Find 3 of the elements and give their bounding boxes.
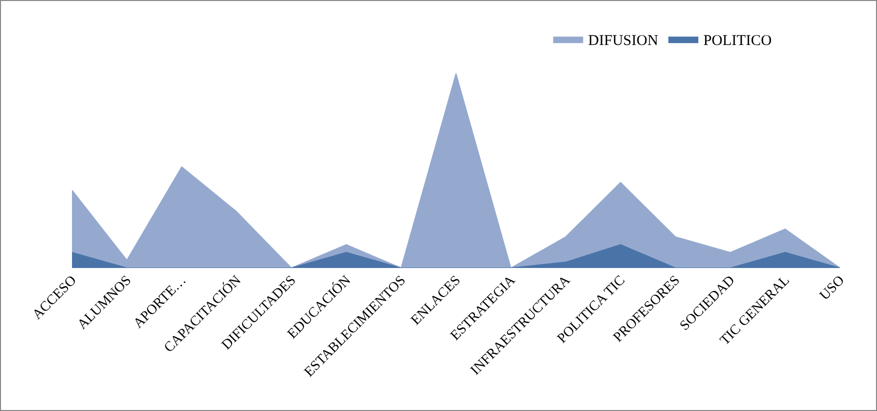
- legend-label: DIFUSION: [588, 32, 658, 49]
- x-tick-label: USO: [817, 273, 848, 304]
- legend-label: POLITICO: [703, 32, 772, 49]
